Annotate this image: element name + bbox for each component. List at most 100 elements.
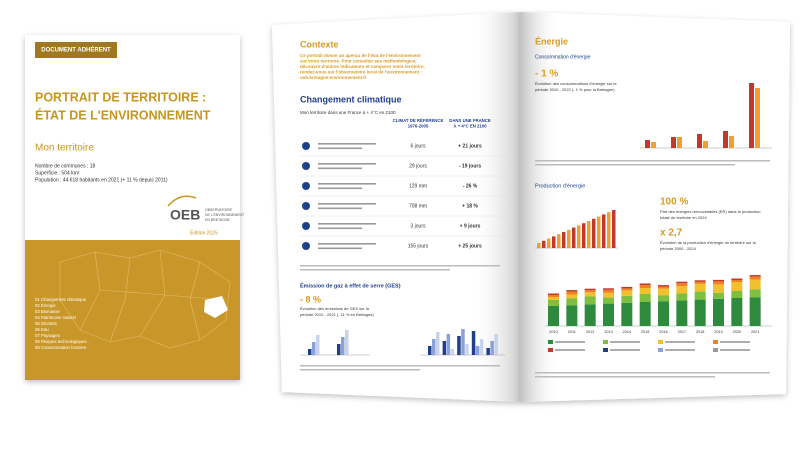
ges-charts bbox=[300, 329, 505, 371]
logo-caption: EN BRETAGNE bbox=[205, 218, 230, 222]
subsection-title: Émission de gaz à effet de serre (GES) bbox=[300, 281, 401, 289]
illustration-bar bbox=[584, 290, 596, 293]
legend-label-placeholder bbox=[555, 341, 585, 343]
illustration-bar bbox=[645, 140, 650, 148]
cover-subtitle: Mon territoire bbox=[35, 143, 94, 154]
year-label: 2017 bbox=[678, 330, 686, 334]
year-label: 2016 bbox=[659, 330, 667, 334]
description: période 2010 - 2022 (- 1 % pour la Breta… bbox=[535, 87, 615, 92]
table-cell: + 18 % bbox=[462, 203, 478, 209]
legend-label-placeholder bbox=[720, 349, 750, 351]
contents-item: 07 Paysages bbox=[35, 333, 60, 338]
key-figure: 100 % bbox=[660, 197, 688, 208]
illustration-bar bbox=[621, 288, 633, 291]
contents-item: 06 Eau bbox=[35, 327, 49, 332]
table-cell: + 9 jours bbox=[460, 223, 481, 229]
illustration-bar bbox=[658, 286, 669, 289]
illustration-bar bbox=[731, 280, 743, 282]
illustration-bar bbox=[428, 346, 432, 355]
cover-title: PORTRAIT DE TERRITOIRE : bbox=[35, 90, 206, 104]
context-line: sur votre territoire. Pour consulter ses… bbox=[300, 59, 417, 64]
illustration-bar bbox=[749, 83, 754, 148]
illustration-bar bbox=[486, 348, 490, 355]
description: Évolution des émissions de GES sur la bbox=[300, 306, 370, 311]
illustration-bar bbox=[676, 283, 688, 287]
context-line: découvrir d'autres indicateurs et compar… bbox=[300, 64, 425, 69]
table-cell: 708 mm bbox=[409, 203, 427, 209]
illustration-bar bbox=[603, 297, 614, 304]
spine-shadow bbox=[272, 12, 520, 402]
illustration-bar bbox=[312, 342, 316, 355]
contents-item: 09 Consommation foncière bbox=[35, 345, 87, 350]
year-label: 2019 bbox=[714, 330, 722, 334]
illustration-bar bbox=[671, 137, 676, 148]
illustration-bar bbox=[603, 303, 614, 326]
table-cell: 129 mm bbox=[409, 183, 427, 189]
illustration-bar bbox=[621, 295, 633, 303]
illustration-bar bbox=[651, 142, 656, 148]
illustration-bar bbox=[749, 275, 761, 277]
footnote-placeholder bbox=[300, 369, 420, 371]
contents-item: 01 Changement climatique bbox=[35, 297, 87, 302]
row-icon bbox=[302, 242, 310, 250]
row-label-placeholder bbox=[318, 207, 362, 210]
illustration-bar bbox=[341, 337, 345, 355]
row-label-placeholder bbox=[318, 183, 376, 185]
illustration-bar bbox=[676, 286, 688, 294]
row-label-placeholder bbox=[318, 143, 376, 145]
contents-item: 03 Biomasse bbox=[35, 309, 60, 314]
year-label: 2011 bbox=[568, 330, 576, 334]
description: période 2000 - 2024 bbox=[660, 246, 697, 251]
illustration-bar bbox=[755, 88, 760, 148]
illustration-bar bbox=[713, 281, 724, 285]
table-header: DANS UNE FRANCE bbox=[449, 118, 491, 123]
illustration-bar bbox=[731, 298, 743, 326]
table-header: À + 4°C EN 2100 bbox=[453, 124, 487, 129]
key-figure: - 1 % bbox=[535, 69, 558, 80]
legend-label-placeholder bbox=[610, 341, 640, 343]
illustration-bar bbox=[713, 284, 724, 293]
illustration-bar bbox=[582, 223, 586, 248]
cover-title: ÉTAT DE L'ENVIRONNEMENT bbox=[35, 107, 211, 122]
footnote-placeholder bbox=[300, 265, 500, 267]
row-label-placeholder bbox=[318, 187, 362, 190]
description: totale du territoire en 2024 bbox=[660, 215, 707, 220]
legend-swatch bbox=[658, 340, 663, 344]
table-cell: 3 jours bbox=[410, 223, 426, 229]
illustration-bar bbox=[676, 281, 688, 284]
key-figure: x 2,7 bbox=[660, 228, 683, 239]
spine-shadow bbox=[520, 12, 790, 402]
row-icon bbox=[302, 202, 310, 210]
badge-text: DOCUMENT ADHÉRENT bbox=[41, 46, 111, 54]
row-label-placeholder bbox=[318, 243, 376, 245]
contents-item: 04 Patrimoine naturel bbox=[35, 315, 76, 320]
illustration-bar bbox=[597, 216, 601, 248]
section-title: Changement climatique bbox=[300, 94, 402, 104]
illustration-bar bbox=[694, 299, 706, 326]
row-label-placeholder bbox=[318, 227, 362, 230]
description: Évolution des consommations d'énergie su… bbox=[535, 81, 617, 86]
illustration-bar bbox=[592, 218, 596, 248]
illustration-bar bbox=[694, 280, 706, 282]
row-label-placeholder bbox=[318, 223, 376, 225]
illustration-bar bbox=[731, 282, 743, 291]
illustration-bar bbox=[703, 141, 708, 148]
illustration-bar bbox=[603, 292, 614, 298]
year-label: 2013 bbox=[604, 330, 612, 334]
illustration-bar bbox=[548, 297, 559, 300]
illustration-bar bbox=[566, 305, 578, 326]
illustration-bar bbox=[308, 349, 312, 355]
contents-item: 02 Énergie bbox=[35, 303, 56, 308]
legend-swatch bbox=[658, 348, 663, 352]
spread: Contexte Ce portrait donne un aperçu de … bbox=[272, 12, 790, 402]
illustration-bar bbox=[562, 232, 566, 248]
year-label: 2021 bbox=[751, 330, 759, 334]
footnote-placeholder bbox=[535, 376, 715, 378]
year-label: 2020 bbox=[733, 330, 741, 334]
illustration-bar bbox=[446, 334, 451, 355]
footnote-placeholder bbox=[300, 269, 450, 271]
context-line: oeb.bretagne-environnement.fr bbox=[300, 75, 367, 80]
year-label: 2018 bbox=[696, 330, 704, 334]
illustration-bar bbox=[658, 301, 669, 326]
